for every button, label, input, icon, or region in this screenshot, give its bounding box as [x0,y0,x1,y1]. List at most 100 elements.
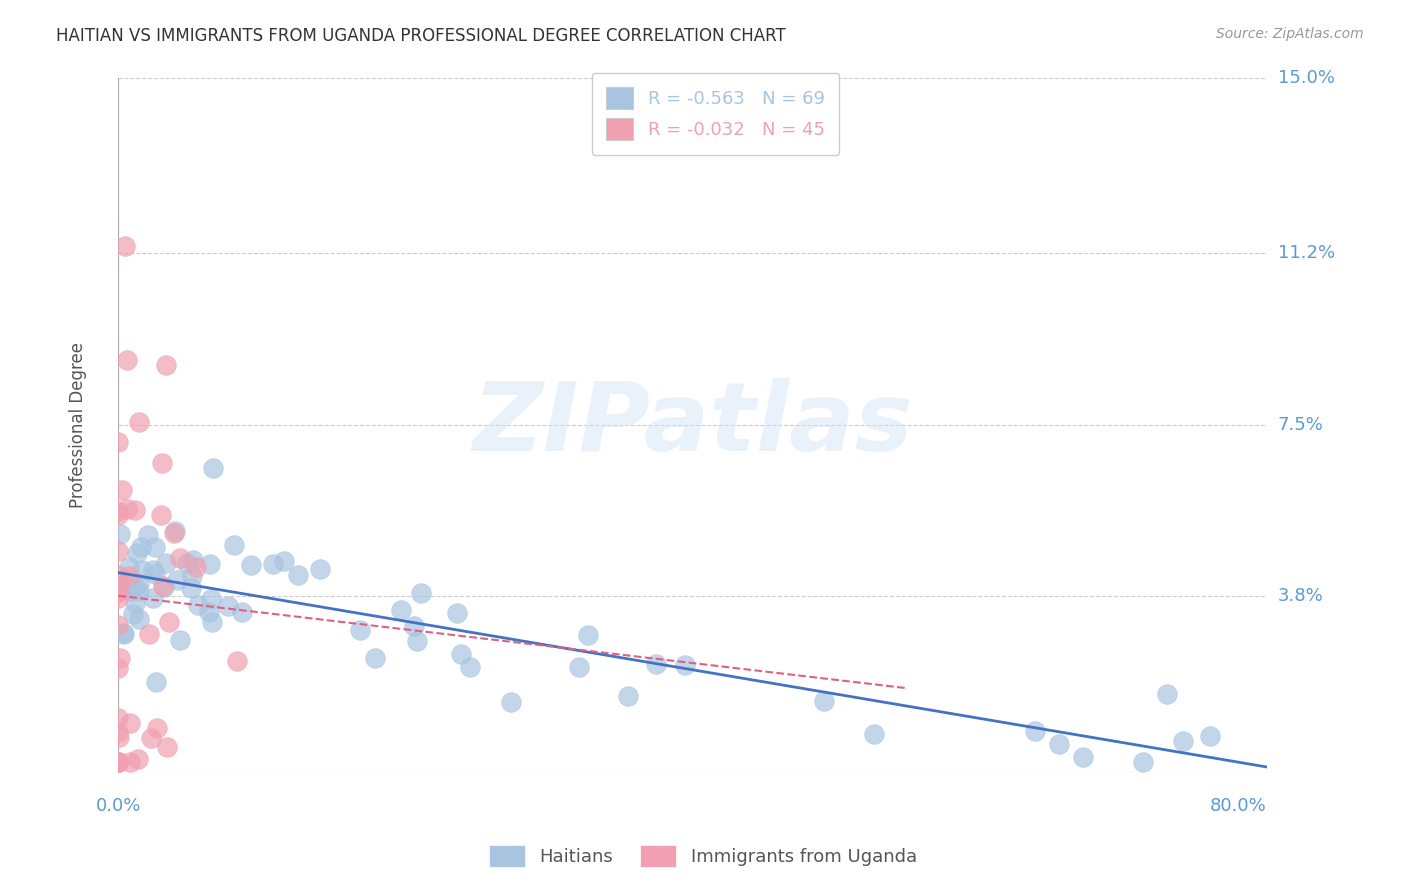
Point [120,756,142,770]
Point [150,508,173,522]
Point [146,722,169,736]
Point [138,528,160,542]
Point [118,569,141,583]
Point [169,632,191,647]
Point [112,626,135,640]
Point [197,605,219,619]
Point [406,634,429,648]
Point [107,661,129,675]
Point [231,606,253,620]
Point [107,575,129,590]
Point [128,576,150,591]
Point [217,599,239,613]
Point [111,580,134,594]
Point [114,579,136,593]
Point [1024,724,1046,739]
Point [107,756,129,770]
Text: 0.0%: 0.0% [96,797,141,814]
Point [138,627,160,641]
Text: 3.8%: 3.8% [1278,587,1323,605]
Point [142,563,165,577]
Point [568,660,591,674]
Point [107,585,129,599]
Point [1156,687,1178,701]
Point [145,674,167,689]
Point [107,591,129,605]
Point [287,568,309,582]
Point [201,615,224,629]
Point [155,358,177,372]
Point [120,583,142,598]
Point [127,752,149,766]
Point [124,596,146,610]
Point [112,627,135,641]
Point [124,581,146,595]
Point [645,657,668,671]
Point [129,541,152,555]
Point [576,628,599,642]
Point [813,693,835,707]
Point [114,239,136,253]
Point [157,615,180,630]
Point [107,711,129,725]
Point [107,756,129,770]
Point [142,591,165,605]
Point [107,584,129,599]
Point [107,581,129,595]
Text: 15.0%: 15.0% [1278,69,1334,87]
Point [200,591,222,606]
Legend: Haitians, Immigrants from Uganda: Haitians, Immigrants from Uganda [482,838,924,874]
Point [617,689,640,703]
Point [1071,750,1094,764]
Point [107,582,129,596]
Point [128,415,150,429]
Point [153,580,176,594]
Point [127,546,149,560]
Point [184,560,207,574]
Point [107,508,129,522]
Point [226,654,249,668]
Text: ZIPatlas: ZIPatlas [472,378,912,471]
Point [111,483,134,497]
Point [155,556,177,570]
Text: Professional Degree: Professional Degree [69,342,87,508]
Point [349,623,371,637]
Point [450,647,472,661]
Point [863,727,886,741]
Point [143,566,166,581]
Text: 11.2%: 11.2% [1278,244,1334,262]
Point [117,353,139,368]
Point [166,573,188,587]
Text: 7.5%: 7.5% [1278,416,1323,434]
Point [118,560,141,574]
Point [181,553,204,567]
Point [107,568,129,582]
Point [181,569,204,583]
Point [108,730,131,744]
Point [107,575,129,590]
Point [110,527,132,541]
Point [446,607,468,621]
Point [1132,756,1154,770]
Point [141,731,163,745]
Point [309,562,332,576]
Point [107,756,129,770]
Point [107,544,129,558]
Point [176,557,198,571]
Point [402,618,425,632]
Point [128,612,150,626]
Point [107,503,129,517]
Point [128,584,150,599]
Point [156,740,179,755]
Point [108,650,131,665]
Point [165,524,187,538]
Point [363,651,385,665]
Point [150,456,173,470]
Point [120,715,142,730]
Point [107,725,129,739]
Point [202,460,225,475]
Point [1171,734,1194,748]
Point [409,586,432,600]
Point [1199,730,1222,744]
Point [180,581,202,595]
